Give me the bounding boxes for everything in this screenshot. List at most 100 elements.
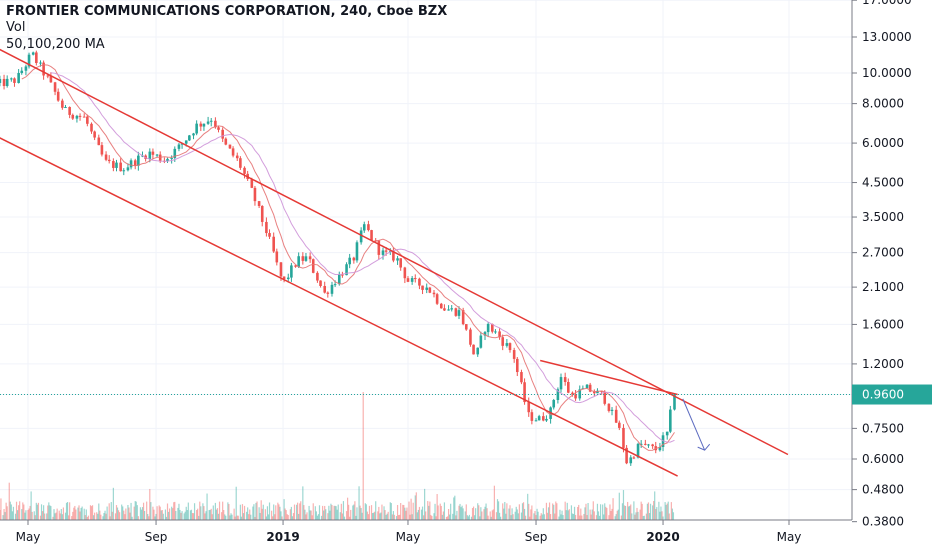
volume-bar: [21, 509, 23, 520]
volume-bar: [3, 509, 5, 520]
price-axis[interactable]: 17.0000 13.0000 10.0000 8.0000 6.0000 4.5000 3…: [852, 0, 932, 529]
trendline[interactable]: [0, 136, 678, 477]
volume-bar: [510, 515, 512, 520]
candle-body: [534, 420, 538, 422]
volume-bar: [491, 510, 493, 520]
moving-average-indicator-label[interactable]: 50,100,200 MA: [6, 37, 105, 52]
volume-bar: [567, 510, 569, 520]
volume-bar: [119, 512, 121, 520]
candle-body: [122, 170, 126, 172]
volume-bar: [292, 513, 295, 520]
volume-bar: [158, 505, 160, 520]
volume-bar: [329, 510, 331, 520]
candle-body: [406, 278, 410, 282]
volume-bar: [461, 505, 463, 520]
volume-bar: [537, 511, 539, 520]
price-axis-background[interactable]: [852, 0, 932, 520]
volume-bar: [96, 512, 98, 520]
candle-body: [46, 75, 50, 77]
candle-body: [0, 78, 2, 83]
volume-bar: [627, 501, 629, 520]
candle-body: [260, 205, 264, 222]
volume-bar: [284, 508, 286, 520]
volume-bar: [440, 505, 442, 520]
volume-bar: [645, 513, 647, 520]
trendlines[interactable]: [0, 48, 789, 477]
volume-bar: [479, 516, 481, 520]
volume-bar: [504, 501, 506, 520]
volume-bar: [185, 506, 187, 520]
volume-bar: [637, 511, 639, 520]
candle-body: [319, 280, 322, 286]
volume-bar: [142, 502, 145, 520]
volume-bar: [146, 501, 148, 520]
candle-body: [425, 287, 429, 290]
volume-bar: [61, 514, 63, 520]
volume-bar: [48, 502, 50, 520]
candle-body: [491, 323, 494, 332]
volume-bar: [661, 511, 663, 520]
volume-bar: [614, 516, 616, 520]
volume-bar: [612, 498, 614, 520]
time-tick-label: Sep: [145, 530, 168, 544]
volume-bar: [59, 513, 61, 520]
volume-bar: [73, 507, 75, 520]
volume-bar: [283, 499, 285, 520]
volume-bar: [214, 502, 216, 520]
candle-body: [439, 303, 443, 309]
candle-body: [469, 329, 472, 345]
price-tick-label: 0.3800: [862, 515, 904, 529]
candle-body: [464, 324, 468, 330]
volume-bar: [374, 511, 376, 520]
price-tick-label: 0.6000: [862, 452, 904, 466]
symbol-title[interactable]: FRONTIER COMMUNICATIONS CORPORATION, 240…: [6, 4, 448, 19]
volume-bar: [591, 509, 593, 520]
volume-bar: [342, 501, 345, 520]
volume-bar: [204, 513, 206, 520]
price-tick-label: 6.0000: [862, 136, 904, 150]
volume-bar: [368, 505, 371, 520]
volume-bar: [474, 515, 476, 520]
volume-bar: [485, 503, 487, 520]
volume-bar: [149, 488, 151, 520]
trendline[interactable]: [540, 359, 678, 396]
volume-bar: [603, 514, 605, 520]
volume-indicator-label[interactable]: Vol: [6, 20, 26, 35]
trendline[interactable]: [0, 48, 789, 456]
volume-bar: [449, 514, 451, 520]
volume-bar: [596, 503, 599, 520]
volume-bar: [552, 503, 554, 520]
volume-bar: [230, 513, 232, 520]
volume-bar: [553, 504, 555, 520]
volume-bar: [206, 493, 208, 520]
candle-body: [665, 431, 669, 436]
time-axis-background[interactable]: [0, 520, 852, 550]
volume-bar: [150, 502, 152, 520]
last-price-badge[interactable]: [852, 384, 932, 405]
volume-bar: [416, 512, 418, 520]
volume-bar: [409, 514, 411, 520]
candle-body: [345, 264, 348, 276]
volume-bar: [174, 501, 176, 520]
volume-bar: [186, 510, 188, 520]
price-tick-label: 8.0000: [862, 97, 904, 111]
volume-bar: [327, 513, 329, 520]
volume-bar: [628, 506, 630, 520]
volume-bar: [209, 509, 211, 520]
projection-arrow[interactable]: [682, 398, 706, 451]
volume-bar: [421, 506, 424, 520]
volume-bar: [577, 507, 579, 520]
volume-bar: [590, 514, 592, 520]
volume-bar: [635, 512, 637, 520]
volume-bar: [6, 506, 8, 520]
candle-body: [545, 418, 548, 421]
volume-bar: [571, 513, 574, 520]
volume-bar: [672, 512, 675, 520]
volume-bar: [543, 514, 545, 520]
volume-bar: [640, 501, 642, 520]
time-axis[interactable]: May Sep 2019 May Sep 2020 May: [16, 520, 802, 544]
candle-body: [337, 274, 341, 285]
volume-bar: [211, 514, 213, 520]
price-tick-label: 1.2000: [862, 357, 904, 371]
